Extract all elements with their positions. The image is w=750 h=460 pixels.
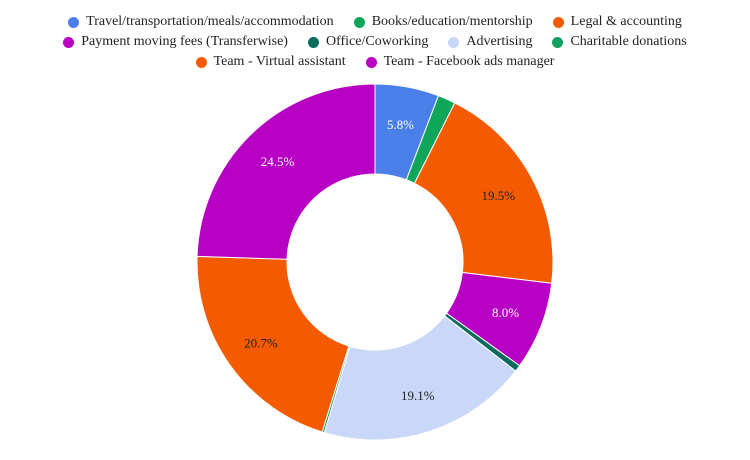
legend-item-virtual-assistant[interactable]: Team - Virtual assistant	[195, 54, 346, 70]
legend-item-books[interactable]: Books/education/mentorship	[353, 14, 533, 30]
legend-swatch-books	[353, 16, 365, 28]
slice-label: 19.5%	[482, 188, 516, 203]
legend-swatch-legal	[552, 16, 564, 28]
legend-label-office: Office/Coworking	[325, 34, 429, 49]
legend-item-travel[interactable]: Travel/transportation/meals/accommodatio…	[68, 14, 334, 30]
legend-label-payment: Payment moving fees (Transferwise)	[81, 34, 288, 49]
legend-item-facebook-ads[interactable]: Team - Facebook ads manager	[365, 54, 555, 70]
legend-swatch-charitable	[552, 36, 564, 48]
donut-slice[interactable]	[413, 102, 554, 284]
legend-swatch-office	[307, 36, 319, 48]
slice-label: 8.0%	[492, 305, 519, 320]
legend-row: Payment moving fees (Transferwise) Offic…	[63, 34, 687, 50]
slice-label: 20.7%	[244, 336, 278, 351]
slice-label: 24.5%	[261, 154, 295, 169]
legend-item-office[interactable]: Office/Coworking	[307, 34, 429, 50]
donut-slice[interactable]	[323, 315, 517, 441]
legend-item-payment[interactable]: Payment moving fees (Transferwise)	[63, 34, 288, 50]
slice-label: 5.8%	[387, 117, 414, 132]
legend-label-books: Books/education/mentorship	[371, 14, 533, 29]
donut-slice[interactable]	[196, 83, 376, 260]
legend-swatch-travel	[68, 16, 80, 28]
legend-row: Travel/transportation/meals/accommodatio…	[68, 14, 682, 30]
legend-item-charitable[interactable]: Charitable donations	[552, 34, 687, 50]
legend-swatch-advertising	[448, 36, 460, 48]
legend-row: Team - Virtual assistant Team - Facebook…	[195, 54, 555, 70]
legend-label-charitable: Charitable donations	[570, 34, 687, 49]
legend-swatch-payment	[63, 36, 75, 48]
legend-swatch-virtual-assistant	[195, 56, 207, 68]
slice-label: 19.1%	[401, 388, 435, 403]
legend-label-facebook-ads: Team - Facebook ads manager	[383, 54, 555, 69]
legend: Travel/transportation/meals/accommodatio…	[0, 14, 750, 70]
legend-swatch-facebook-ads	[365, 56, 377, 68]
legend-label-virtual-assistant: Team - Virtual assistant	[213, 54, 346, 69]
donut-slice[interactable]	[196, 255, 350, 433]
legend-label-legal: Legal & accounting	[570, 14, 682, 29]
legend-item-advertising[interactable]: Advertising	[448, 34, 532, 50]
legend-label-advertising: Advertising	[466, 34, 533, 49]
legend-label-travel: Travel/transportation/meals/accommodatio…	[86, 14, 334, 29]
legend-item-legal[interactable]: Legal & accounting	[552, 14, 682, 30]
